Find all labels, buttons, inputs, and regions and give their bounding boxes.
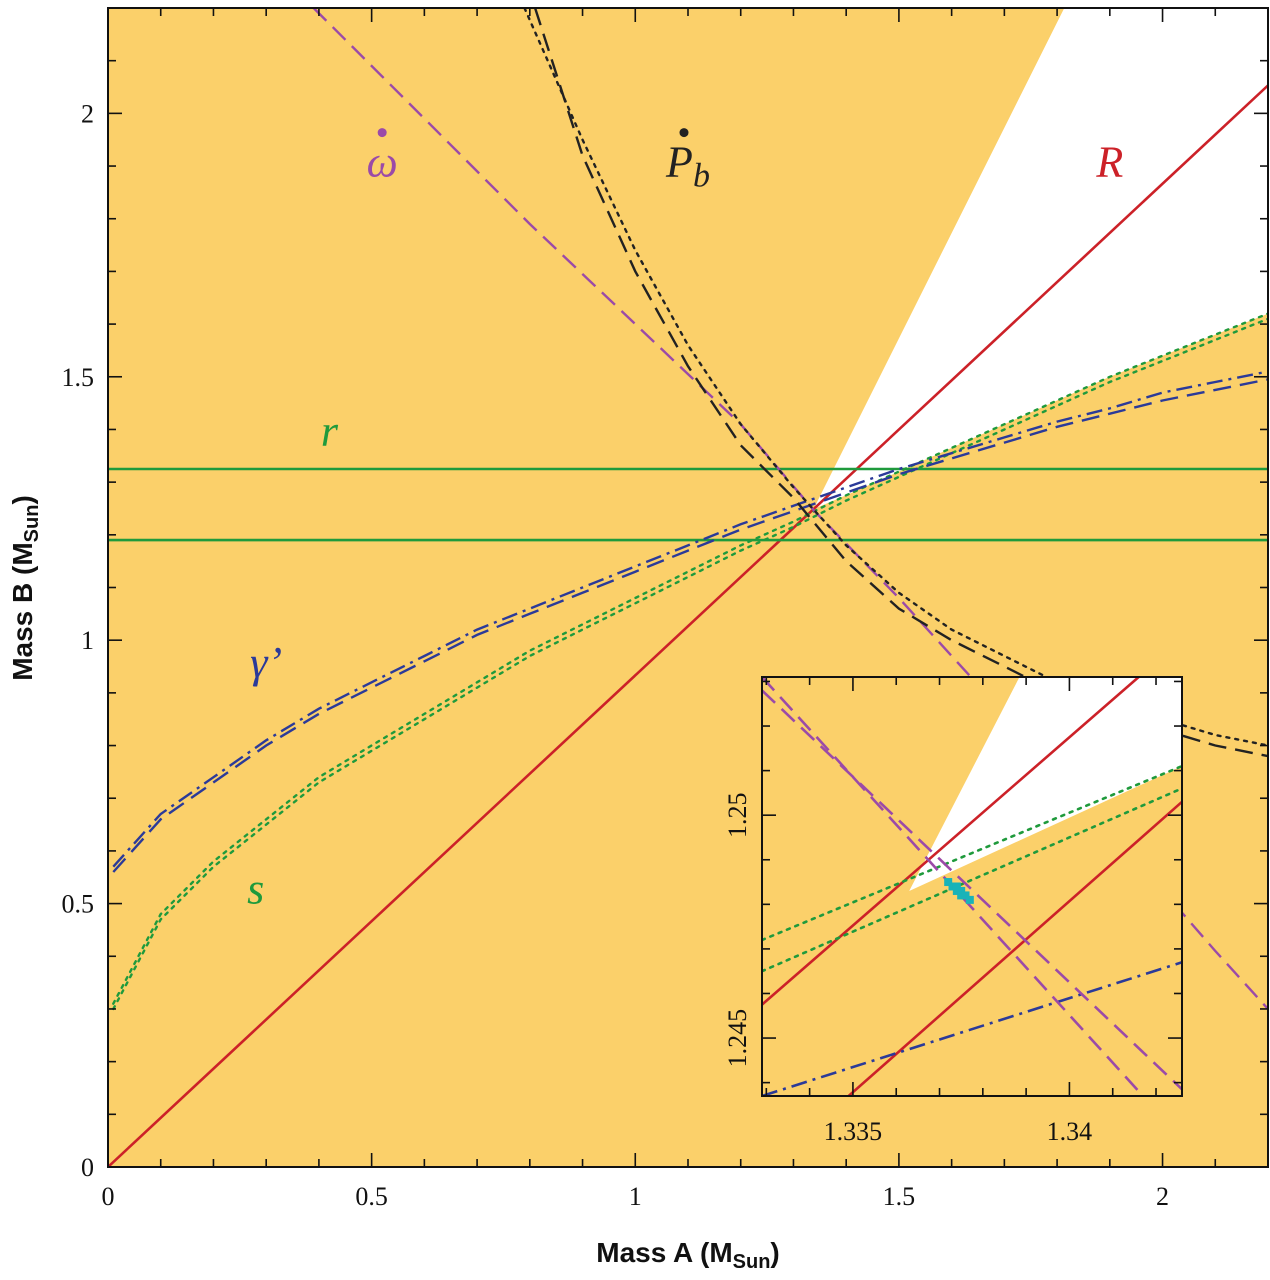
solution-point	[944, 878, 953, 887]
inset-x-tick-label: 1.335	[824, 1117, 883, 1146]
y-tick-label: 0	[81, 1153, 94, 1182]
series-s-lower	[112, 317, 1268, 1011]
solution-point	[957, 886, 966, 895]
time-derivative-dot	[377, 128, 387, 138]
inset-series-gamma	[762, 961, 1182, 1096]
curve-label-omega-dot: ω	[367, 138, 398, 187]
y-tick-label: 1.5	[62, 363, 95, 392]
y-axis-label: Mass B (MSun)	[7, 495, 43, 681]
curve-label-r-upper: r	[321, 406, 339, 455]
solution-point	[965, 895, 974, 904]
solution-point	[961, 891, 970, 900]
inset-series-R-upper	[762, 677, 1140, 1006]
inset-series-s-lower	[762, 787, 1182, 973]
inset-series-R-lower	[847, 800, 1182, 1096]
time-derivative-dot	[679, 128, 689, 138]
inset-y-tick-label: 1.245	[723, 1009, 752, 1068]
x-tick-label: 2	[1156, 1182, 1169, 1211]
solution-point	[957, 891, 966, 900]
series-Pb-dot-dotted	[523, 8, 1268, 747]
inset-series-omega-2	[762, 689, 1182, 1091]
series-gamma-dashdot	[112, 370, 1268, 868]
series-s-upper	[112, 312, 1268, 1005]
inset-allowed-region	[909, 677, 1182, 891]
solution-point	[952, 886, 961, 895]
curve-label-R: R	[1095, 138, 1123, 187]
curve-label-s-upper: s	[247, 865, 264, 914]
solution-point	[952, 882, 961, 891]
series-gamma-dash	[112, 378, 1268, 873]
x-axis-label: Mass A (MSun)	[596, 1237, 780, 1273]
x-tick-label: 1	[629, 1182, 642, 1211]
y-tick-label: 0.5	[62, 890, 95, 919]
inset-x-tick-label: 1.34	[1047, 1117, 1093, 1146]
inset-frame	[761, 676, 1183, 1097]
inset-y-tick-label: 1.25	[723, 792, 752, 838]
curve-label-gamma-dashdot: γ’	[250, 638, 282, 687]
x-tick-label: 1.5	[883, 1182, 916, 1211]
allowed-region	[813, 8, 1268, 510]
y-tick-label: 2	[81, 99, 94, 128]
main-plot-frame	[107, 7, 1269, 1168]
y-tick-label: 1	[81, 626, 94, 655]
x-tick-label: 0.5	[355, 1182, 388, 1211]
inset-series-s-upper	[762, 764, 1182, 942]
x-tick-label: 0	[102, 1182, 115, 1211]
solution-point	[948, 882, 957, 891]
series-R	[108, 84, 1268, 1167]
